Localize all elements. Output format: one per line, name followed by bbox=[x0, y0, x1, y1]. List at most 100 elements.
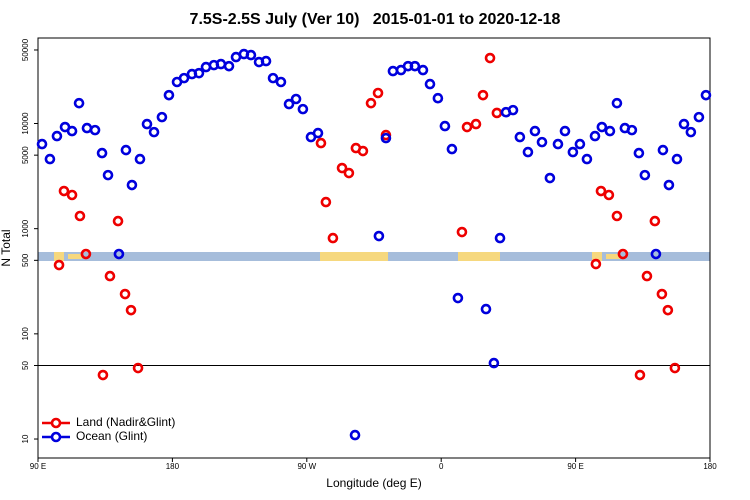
point bbox=[290, 93, 302, 105]
point bbox=[36, 138, 48, 150]
point bbox=[536, 136, 548, 148]
point bbox=[44, 153, 56, 165]
point bbox=[507, 104, 519, 116]
point bbox=[657, 144, 669, 156]
point bbox=[662, 304, 674, 316]
point bbox=[477, 89, 489, 101]
point bbox=[649, 215, 661, 227]
point bbox=[120, 144, 132, 156]
point bbox=[119, 288, 131, 300]
point bbox=[589, 130, 601, 142]
point bbox=[66, 125, 78, 137]
x-tick-label: 90 E bbox=[567, 462, 583, 471]
point bbox=[581, 153, 593, 165]
point bbox=[491, 107, 503, 119]
point bbox=[380, 132, 392, 144]
point bbox=[89, 124, 101, 136]
point bbox=[163, 89, 175, 101]
point bbox=[567, 146, 579, 158]
point bbox=[96, 147, 108, 159]
point bbox=[357, 145, 369, 157]
point bbox=[53, 259, 65, 271]
point bbox=[113, 248, 125, 260]
point bbox=[365, 97, 377, 109]
point bbox=[141, 118, 153, 130]
point bbox=[387, 65, 399, 77]
legend-label: Land (Nadir&Glint) bbox=[76, 415, 175, 429]
point bbox=[178, 72, 190, 84]
point bbox=[700, 89, 712, 101]
point bbox=[373, 230, 385, 242]
point bbox=[283, 98, 295, 110]
point bbox=[544, 172, 556, 184]
y-tick-label: 100 bbox=[21, 327, 30, 341]
point bbox=[80, 248, 92, 260]
y-tick-label: 1000 bbox=[21, 219, 30, 237]
point bbox=[639, 169, 651, 181]
legend-marker bbox=[50, 431, 62, 443]
point bbox=[552, 138, 564, 150]
x-axis-label: Longitude (deg E) bbox=[326, 476, 421, 490]
point bbox=[104, 270, 116, 282]
point bbox=[669, 362, 681, 374]
point bbox=[595, 185, 607, 197]
point bbox=[574, 138, 586, 150]
point bbox=[336, 162, 348, 174]
point bbox=[73, 97, 85, 109]
point bbox=[156, 111, 168, 123]
y-tick-label: 500 bbox=[21, 253, 30, 267]
point bbox=[456, 226, 468, 238]
point bbox=[656, 288, 668, 300]
point bbox=[245, 49, 257, 61]
point bbox=[51, 130, 63, 142]
x-tick-label: 90 W bbox=[297, 462, 316, 471]
y-tick-label: 10000 bbox=[21, 112, 30, 135]
land-area bbox=[458, 252, 500, 261]
land-area bbox=[320, 252, 388, 261]
point bbox=[349, 429, 361, 441]
y-axis-label: N Total bbox=[0, 229, 13, 266]
point bbox=[132, 362, 144, 374]
point bbox=[529, 125, 541, 137]
land-area bbox=[54, 252, 64, 261]
point bbox=[372, 87, 384, 99]
point bbox=[626, 124, 638, 136]
point bbox=[604, 125, 616, 137]
point bbox=[275, 76, 287, 88]
point bbox=[488, 357, 500, 369]
x-tick-label: 90 E bbox=[30, 462, 46, 471]
point bbox=[650, 248, 662, 260]
point bbox=[470, 118, 482, 130]
point bbox=[260, 55, 272, 67]
point bbox=[223, 60, 235, 72]
point bbox=[522, 146, 534, 158]
point bbox=[320, 196, 332, 208]
point bbox=[432, 92, 444, 104]
point bbox=[603, 189, 615, 201]
point bbox=[559, 125, 571, 137]
y-tick-label: 50000 bbox=[21, 38, 30, 61]
point bbox=[215, 58, 227, 70]
y-tick-label: 10 bbox=[21, 434, 30, 443]
point bbox=[424, 78, 436, 90]
point bbox=[327, 232, 339, 244]
point bbox=[634, 369, 646, 381]
point bbox=[126, 179, 138, 191]
point bbox=[494, 232, 506, 244]
map-strip bbox=[38, 252, 710, 261]
point bbox=[480, 303, 492, 315]
legend-label: Ocean (Glint) bbox=[76, 429, 147, 443]
point bbox=[66, 189, 78, 201]
point bbox=[312, 127, 324, 139]
land-area bbox=[592, 252, 602, 261]
point bbox=[446, 143, 458, 155]
point bbox=[611, 210, 623, 222]
x-tick-label: 180 bbox=[166, 462, 180, 471]
point bbox=[617, 248, 629, 260]
point bbox=[343, 167, 355, 179]
point bbox=[633, 147, 645, 159]
x-tick-label: 0 bbox=[439, 462, 444, 471]
land-area bbox=[68, 254, 82, 259]
point bbox=[685, 126, 697, 138]
